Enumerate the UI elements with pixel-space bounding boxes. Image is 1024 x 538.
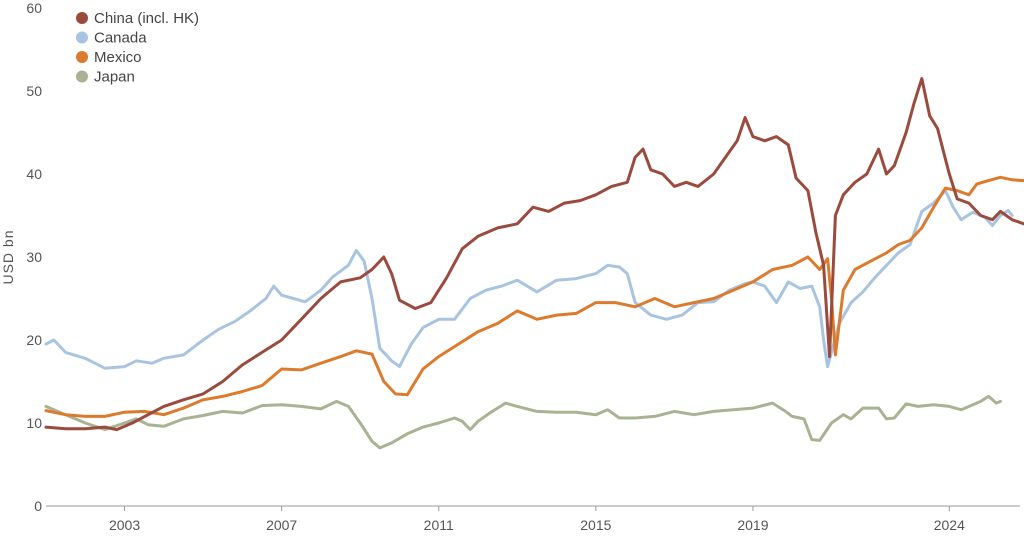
y-axis-label: USD bn	[0, 229, 16, 284]
series-lines	[44, 77, 1024, 450]
legend-label: Mexico	[94, 49, 142, 66]
legend-marker	[76, 31, 88, 44]
x-tick-label: 2003	[109, 517, 140, 533]
x-tick-label: 2011	[424, 517, 454, 533]
legend-label: Canada	[94, 30, 147, 47]
legend-marker	[76, 70, 88, 83]
x-tick-label: 2015	[580, 517, 611, 533]
legend-marker	[76, 51, 88, 63]
series-line-mexico	[44, 175, 1024, 418]
x-tick-label: 2019	[737, 517, 768, 533]
series-line-canada	[44, 189, 1014, 370]
x-tick-label: 2007	[266, 517, 297, 533]
legend: China (incl. HK) Canada Mexico Japan	[76, 10, 199, 86]
legend-label: China (incl. HK)	[94, 10, 199, 27]
y-tick-label: 10	[26, 415, 42, 431]
y-tick-label: 60	[26, 0, 42, 16]
y-tick-label: 40	[26, 166, 42, 182]
legend-marker	[76, 12, 88, 24]
y-tick-label: 50	[26, 83, 42, 99]
y-axis-ticks: 0 10 20 30 40 50 60	[26, 0, 42, 514]
y-tick-label: 20	[26, 332, 42, 348]
series-line-china-incl-hk	[44, 77, 1024, 432]
y-tick-label: 0	[34, 498, 42, 514]
series-line-japan	[44, 394, 1002, 450]
x-tick-label: 2024	[934, 517, 965, 533]
y-tick-label: 30	[26, 249, 42, 265]
legend-label: Japan	[94, 69, 135, 86]
x-axis-ticks: 2003 2007 2011 2015 2019 2024	[109, 506, 965, 533]
